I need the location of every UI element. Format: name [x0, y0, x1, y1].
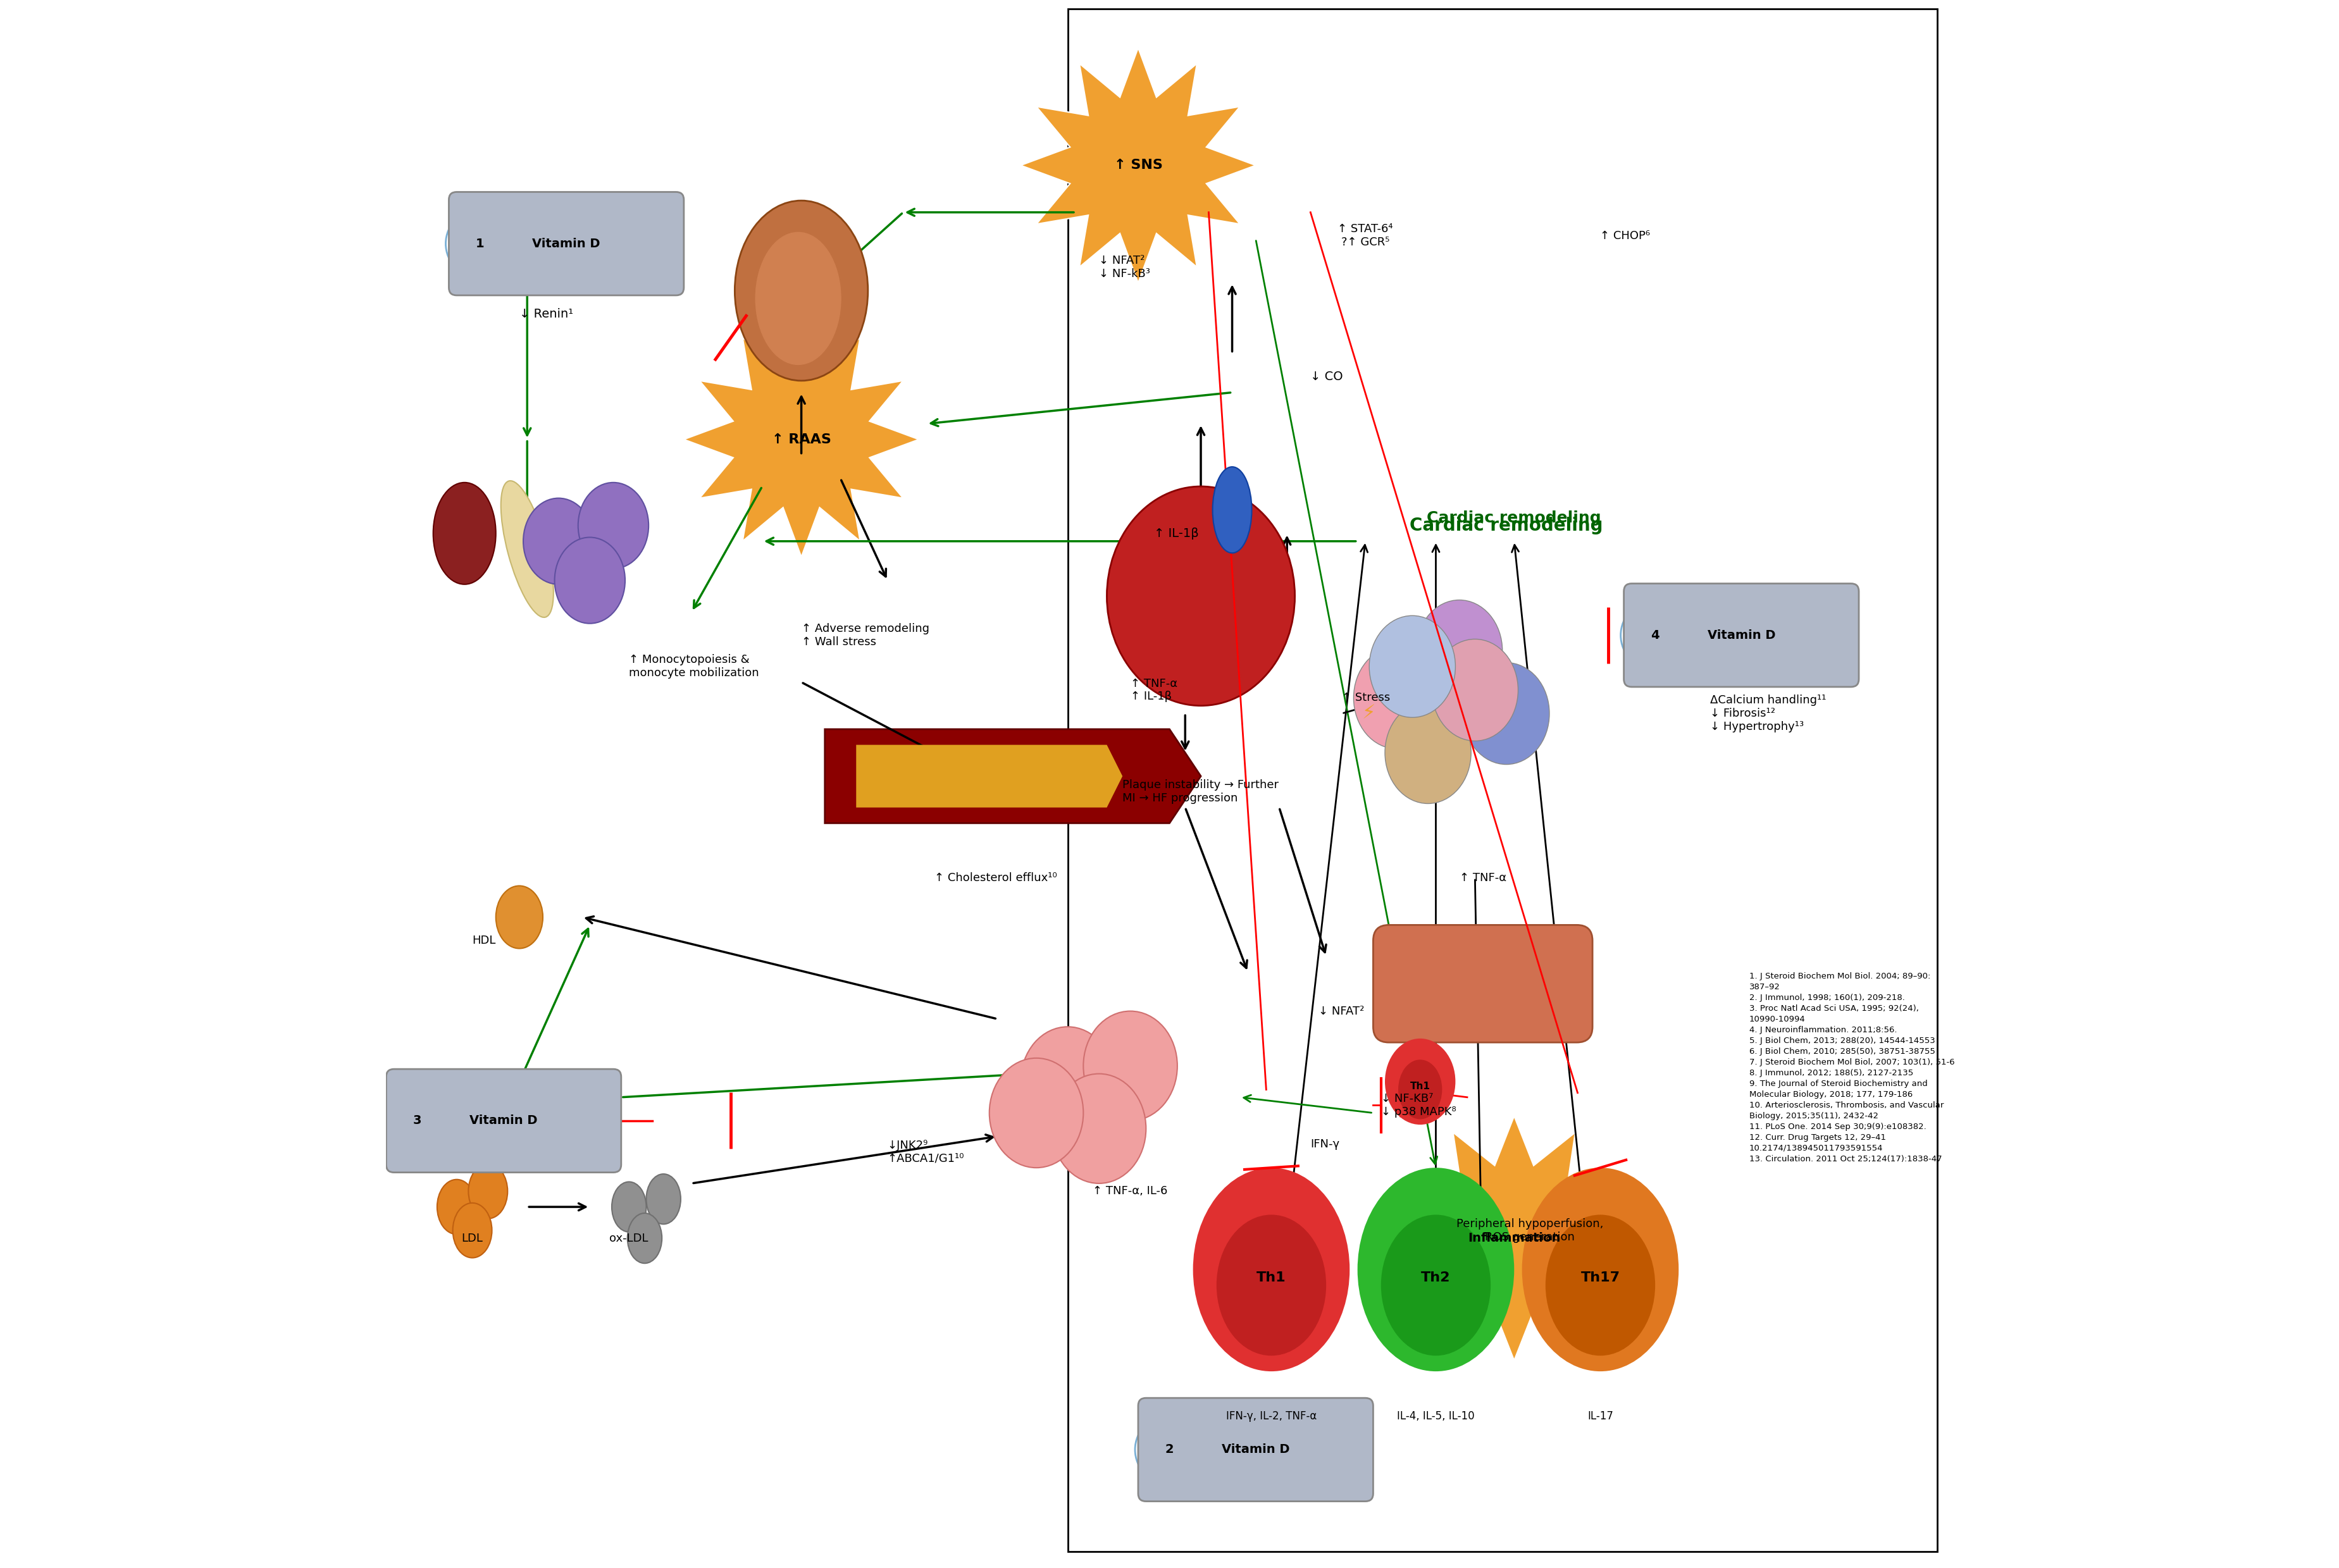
- Ellipse shape: [1464, 663, 1548, 765]
- Text: ↓ CO: ↓ CO: [1310, 370, 1343, 383]
- Text: ↑ Adverse remodeling
↑ Wall stress: ↑ Adverse remodeling ↑ Wall stress: [802, 622, 929, 648]
- Text: Cardiac remodeling: Cardiac remodeling: [1410, 517, 1602, 535]
- Text: ↑ IL-1β: ↑ IL-1β: [1153, 527, 1198, 539]
- Text: 3: 3: [414, 1115, 421, 1127]
- Ellipse shape: [1385, 702, 1471, 803]
- Text: Th17: Th17: [1581, 1272, 1621, 1284]
- Ellipse shape: [755, 232, 842, 365]
- FancyBboxPatch shape: [1373, 925, 1593, 1043]
- Text: 2: 2: [1165, 1444, 1174, 1455]
- Text: 4: 4: [1651, 629, 1658, 641]
- Ellipse shape: [1415, 601, 1502, 702]
- Text: ↓ NFAT²: ↓ NFAT²: [1319, 1005, 1364, 1016]
- Text: Th2: Th2: [1422, 1272, 1450, 1284]
- Ellipse shape: [1357, 1168, 1513, 1372]
- Text: ⚡: ⚡: [1361, 704, 1375, 723]
- Text: Vitamin D: Vitamin D: [1707, 629, 1775, 641]
- PathPatch shape: [856, 745, 1123, 808]
- FancyBboxPatch shape: [386, 1069, 622, 1173]
- Ellipse shape: [433, 483, 496, 585]
- Text: Th1: Th1: [1256, 1272, 1286, 1284]
- Circle shape: [384, 1087, 451, 1156]
- Text: ↓ Renin¹: ↓ Renin¹: [519, 309, 573, 320]
- Text: IFN-γ: IFN-γ: [1310, 1138, 1340, 1149]
- Ellipse shape: [1546, 1215, 1656, 1356]
- Text: ox-LDL: ox-LDL: [610, 1232, 648, 1243]
- Ellipse shape: [524, 499, 594, 585]
- Ellipse shape: [1216, 1215, 1326, 1356]
- Circle shape: [1621, 601, 1689, 670]
- Ellipse shape: [1523, 1168, 1679, 1372]
- Ellipse shape: [1431, 640, 1518, 742]
- FancyBboxPatch shape: [1067, 9, 1937, 1551]
- Ellipse shape: [1212, 467, 1251, 554]
- Ellipse shape: [1053, 1074, 1146, 1184]
- Ellipse shape: [454, 1203, 491, 1258]
- Text: Vitamin D: Vitamin D: [533, 238, 601, 249]
- Text: 1: 1: [475, 238, 484, 249]
- Text: Vitamin D: Vitamin D: [470, 1115, 538, 1127]
- Ellipse shape: [468, 1163, 508, 1218]
- Polygon shape: [683, 321, 919, 557]
- Text: LDL: LDL: [461, 1232, 484, 1243]
- Circle shape: [1134, 1416, 1205, 1483]
- Ellipse shape: [1106, 486, 1296, 706]
- Text: ↑ SNS: ↑ SNS: [1113, 158, 1162, 171]
- Text: 1. J Steroid Biochem Mol Biol. 2004; 89–90:
387–92
2. J Immunol, 1998; 160(1), 2: 1. J Steroid Biochem Mol Biol. 2004; 89–…: [1750, 972, 1955, 1163]
- Ellipse shape: [646, 1174, 681, 1225]
- Text: ↑ RAAS: ↑ RAAS: [772, 433, 830, 445]
- Polygon shape: [1020, 49, 1256, 282]
- Text: HDL: HDL: [472, 935, 496, 947]
- Text: Th1: Th1: [1410, 1082, 1429, 1091]
- Text: Cardiac remodeling: Cardiac remodeling: [1427, 510, 1602, 525]
- Ellipse shape: [613, 1182, 646, 1232]
- Ellipse shape: [989, 1058, 1083, 1168]
- Text: IL-17: IL-17: [1588, 1411, 1614, 1422]
- Ellipse shape: [1368, 616, 1455, 718]
- Ellipse shape: [1020, 1027, 1116, 1137]
- Ellipse shape: [1385, 1038, 1455, 1124]
- Polygon shape: [1392, 1116, 1637, 1361]
- Text: ↑ TNF-α
↑ IL-1β: ↑ TNF-α ↑ IL-1β: [1130, 677, 1177, 702]
- Text: ↓ NFAT²
↓ NF-kB³: ↓ NFAT² ↓ NF-kB³: [1099, 256, 1151, 279]
- Ellipse shape: [627, 1214, 662, 1264]
- PathPatch shape: [826, 729, 1200, 823]
- Text: ↑ CHOP⁶: ↑ CHOP⁶: [1600, 230, 1651, 241]
- Text: ↑ STAT-6⁴
?↑ GCR⁵: ↑ STAT-6⁴ ?↑ GCR⁵: [1338, 224, 1394, 248]
- Text: ↑ Cholesterol efflux¹⁰: ↑ Cholesterol efflux¹⁰: [936, 872, 1057, 884]
- FancyBboxPatch shape: [449, 191, 683, 295]
- Text: Plaque instability → Further
MI → HF progression: Plaque instability → Further MI → HF pro…: [1123, 779, 1279, 804]
- Ellipse shape: [1083, 1011, 1177, 1121]
- FancyBboxPatch shape: [1139, 1399, 1373, 1501]
- Ellipse shape: [1399, 1060, 1443, 1120]
- Text: ↑ TNF-α, IL-6: ↑ TNF-α, IL-6: [1092, 1185, 1167, 1196]
- Text: ↑ Stress: ↑ Stress: [1343, 691, 1389, 704]
- Ellipse shape: [734, 201, 868, 381]
- Text: Inflammation: Inflammation: [1469, 1232, 1560, 1245]
- FancyBboxPatch shape: [1623, 583, 1860, 687]
- Ellipse shape: [501, 481, 554, 618]
- Text: Peripheral hypoperfusion,
ROS generation: Peripheral hypoperfusion, ROS generation: [1457, 1218, 1602, 1243]
- Text: IL-4, IL-5, IL-10: IL-4, IL-5, IL-10: [1396, 1411, 1474, 1422]
- Ellipse shape: [578, 483, 648, 569]
- Ellipse shape: [554, 538, 625, 624]
- Ellipse shape: [496, 886, 543, 949]
- Ellipse shape: [437, 1179, 477, 1234]
- Ellipse shape: [1193, 1168, 1350, 1372]
- Text: ↓ NF-KB⁷
↓ p38 MAPK⁸: ↓ NF-KB⁷ ↓ p38 MAPK⁸: [1380, 1093, 1457, 1118]
- Ellipse shape: [1380, 1215, 1490, 1356]
- Ellipse shape: [1354, 648, 1441, 750]
- Text: ΔCalcium handling¹¹
↓ Fibrosis¹²
↓ Hypertrophy¹³: ΔCalcium handling¹¹ ↓ Fibrosis¹² ↓ Hyper…: [1710, 695, 1827, 732]
- Text: IFN-γ, IL-2, TNF-α: IFN-γ, IL-2, TNF-α: [1226, 1411, 1317, 1422]
- Text: Vitamin D: Vitamin D: [1221, 1444, 1289, 1455]
- Text: ↑ Monocytopoiesis &
monocyte mobilization: ↑ Monocytopoiesis & monocyte mobilizatio…: [629, 654, 760, 679]
- Circle shape: [447, 209, 515, 278]
- Text: ↑ TNF-α: ↑ TNF-α: [1460, 872, 1506, 884]
- Text: ↓JNK2⁹
↑ABCA1/G1¹⁰: ↓JNK2⁹ ↑ABCA1/G1¹⁰: [886, 1140, 964, 1165]
